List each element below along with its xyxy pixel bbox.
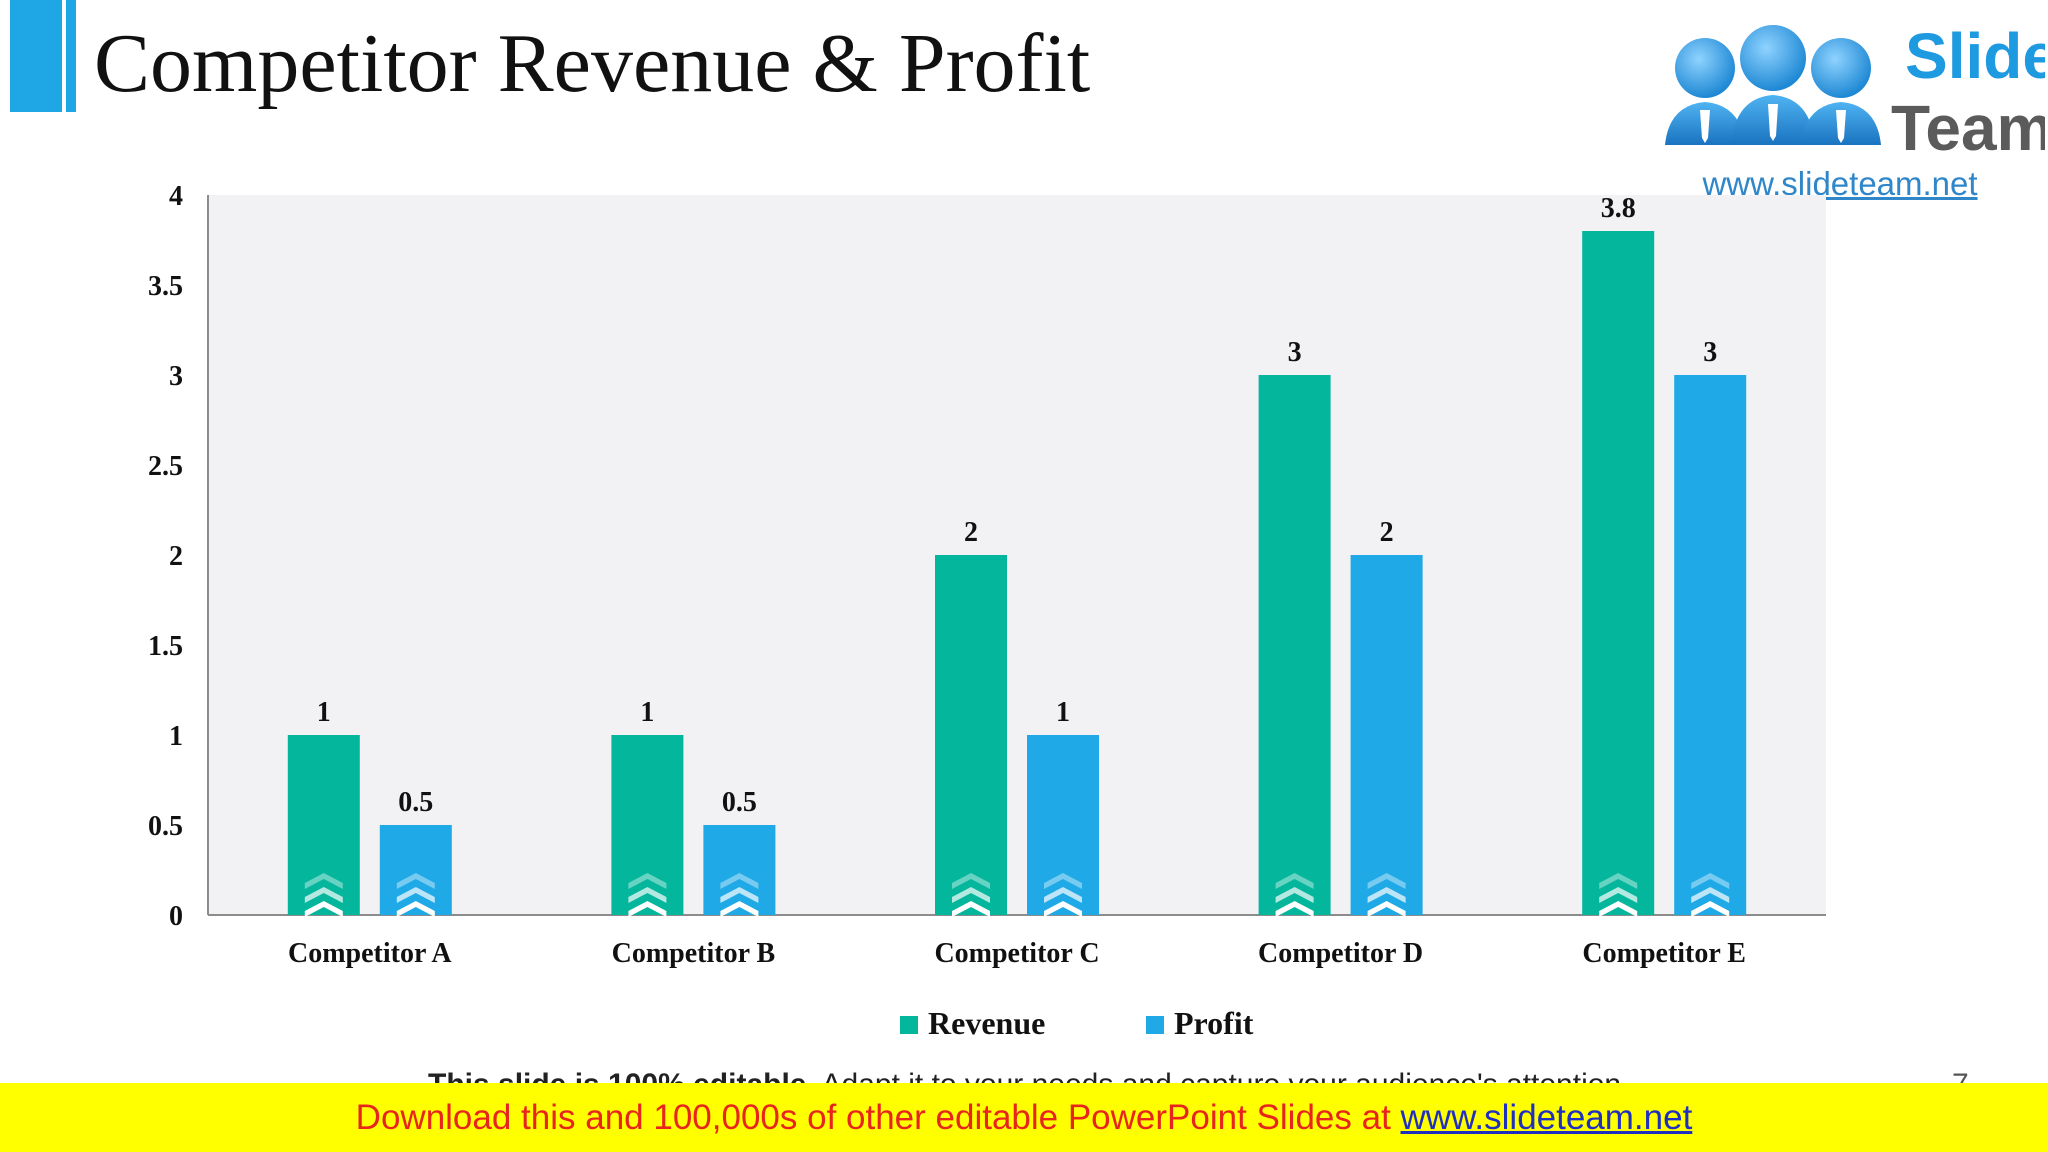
revenue-data-label: 3.8 bbox=[1601, 193, 1636, 224]
revenue-bar bbox=[1258, 375, 1331, 915]
y-tick-label: 1 bbox=[169, 721, 183, 752]
svg-text:Team: Team bbox=[1891, 92, 2045, 164]
page-title: Competitor Revenue & Profit bbox=[94, 17, 1091, 110]
chevron-up-icon bbox=[304, 887, 343, 903]
chevron-up-icon bbox=[628, 873, 667, 889]
bar-chart: 0 0.5 1 1.5 2 2.5 3 3.5 4 Competitor A 1 0.5 Competi… bbox=[148, 181, 1826, 1040]
chevron-up-icon bbox=[396, 887, 435, 903]
footer-note-rest: Adapt it to your needs and capture your … bbox=[815, 1068, 1630, 1084]
legend-label-revenue: Revenue bbox=[928, 1005, 1045, 1040]
revenue-bar bbox=[287, 735, 360, 915]
profit-bar bbox=[1350, 555, 1423, 915]
profit-bar bbox=[1674, 375, 1747, 915]
chevron-up-icon bbox=[1275, 901, 1314, 917]
y-tick-label: 0.5 bbox=[148, 811, 183, 842]
x-tick-label: Competitor A bbox=[288, 938, 452, 969]
y-tick-label: 4 bbox=[169, 181, 183, 212]
chevron-up-icon bbox=[1599, 887, 1638, 903]
chevron-up-icon bbox=[1691, 887, 1730, 903]
x-tick-label: Competitor D bbox=[1258, 938, 1423, 969]
x-tick-label: Competitor C bbox=[934, 938, 1099, 969]
chevron-up-icon bbox=[1367, 901, 1406, 917]
y-tick-label: 2 bbox=[169, 541, 183, 572]
chevron-up-icon bbox=[1275, 887, 1314, 903]
chevron-up-icon bbox=[720, 901, 759, 917]
title-accent-bar bbox=[10, 0, 62, 112]
banner-link[interactable]: www.slideteam.net bbox=[1400, 1098, 1693, 1137]
y-tick-label: 0 bbox=[169, 901, 183, 932]
chevron-up-icon bbox=[1367, 887, 1406, 903]
revenue-bar bbox=[1582, 231, 1655, 915]
chevron-up-icon bbox=[1691, 873, 1730, 889]
profit-data-label: 0.5 bbox=[722, 787, 757, 818]
chevron-up-icon bbox=[952, 873, 990, 889]
revenue-bar bbox=[935, 555, 1007, 915]
chevron-up-icon bbox=[1044, 901, 1082, 917]
chevron-up-icon bbox=[952, 901, 990, 917]
y-tick-label: 2.5 bbox=[148, 451, 183, 482]
profit-data-label: 2 bbox=[1380, 517, 1394, 548]
chevron-up-icon bbox=[396, 873, 435, 889]
revenue-data-label: 2 bbox=[964, 517, 978, 548]
legend-swatch-revenue bbox=[900, 1016, 918, 1034]
chevron-up-icon bbox=[1691, 901, 1730, 917]
y-tick-label: 1.5 bbox=[148, 631, 183, 662]
chevron-up-icon bbox=[952, 887, 990, 903]
revenue-data-label: 1 bbox=[640, 697, 654, 728]
profit-data-label: 1 bbox=[1056, 697, 1070, 728]
banner-message: Download this and 100,000s of other edit… bbox=[355, 1098, 1401, 1137]
profit-data-label: 3 bbox=[1703, 337, 1717, 368]
legend-swatch-profit bbox=[1146, 1016, 1164, 1034]
revenue-data-label: 3 bbox=[1288, 337, 1302, 368]
slideteam-logo-icon: Slide Team bbox=[1665, 20, 2048, 164]
legend-label-profit: Profit bbox=[1174, 1005, 1254, 1040]
title-accent-stripe bbox=[66, 0, 76, 112]
slideteam-logo: Slide Team bbox=[1655, 10, 2048, 210]
profit-bar bbox=[1027, 735, 1099, 915]
chevron-up-icon bbox=[1044, 887, 1082, 903]
revenue-bar bbox=[611, 735, 684, 915]
chevron-up-icon bbox=[720, 873, 759, 889]
download-banner: Download this and 100,000s of other edit… bbox=[0, 1083, 2048, 1152]
profit-data-label: 0.5 bbox=[398, 787, 433, 818]
y-tick-label: 3.5 bbox=[148, 271, 183, 302]
chevron-up-icon bbox=[1367, 873, 1406, 889]
footer-note: This slide is 100% editable. Adapt it to… bbox=[0, 1068, 2048, 1084]
x-tick-label: Competitor B bbox=[612, 938, 776, 969]
chevron-up-icon bbox=[396, 901, 435, 917]
chevron-up-icon bbox=[304, 901, 343, 917]
revenue-data-label: 1 bbox=[317, 697, 331, 728]
x-tick-label: Competitor E bbox=[1582, 938, 1746, 969]
chevron-up-icon bbox=[1044, 873, 1082, 889]
chevron-up-icon bbox=[1599, 901, 1638, 917]
footer-note-bold: This slide is 100% editable. bbox=[428, 1068, 815, 1084]
svg-text:Slide: Slide bbox=[1905, 20, 2045, 92]
chevron-up-icon bbox=[1275, 873, 1314, 889]
banner-text: Download this and 100,000s of other edit… bbox=[0, 1083, 2048, 1152]
chevron-up-icon bbox=[304, 873, 343, 889]
chevron-up-icon bbox=[720, 887, 759, 903]
page-number: 7 bbox=[1952, 1068, 1982, 1084]
profit-bar bbox=[379, 825, 452, 915]
y-tick-label: 3 bbox=[169, 361, 183, 392]
plot-area bbox=[208, 195, 1826, 915]
profit-bar bbox=[703, 825, 776, 915]
chevron-up-icon bbox=[628, 901, 667, 917]
chevron-up-icon bbox=[628, 887, 667, 903]
chevron-up-icon bbox=[1599, 873, 1638, 889]
